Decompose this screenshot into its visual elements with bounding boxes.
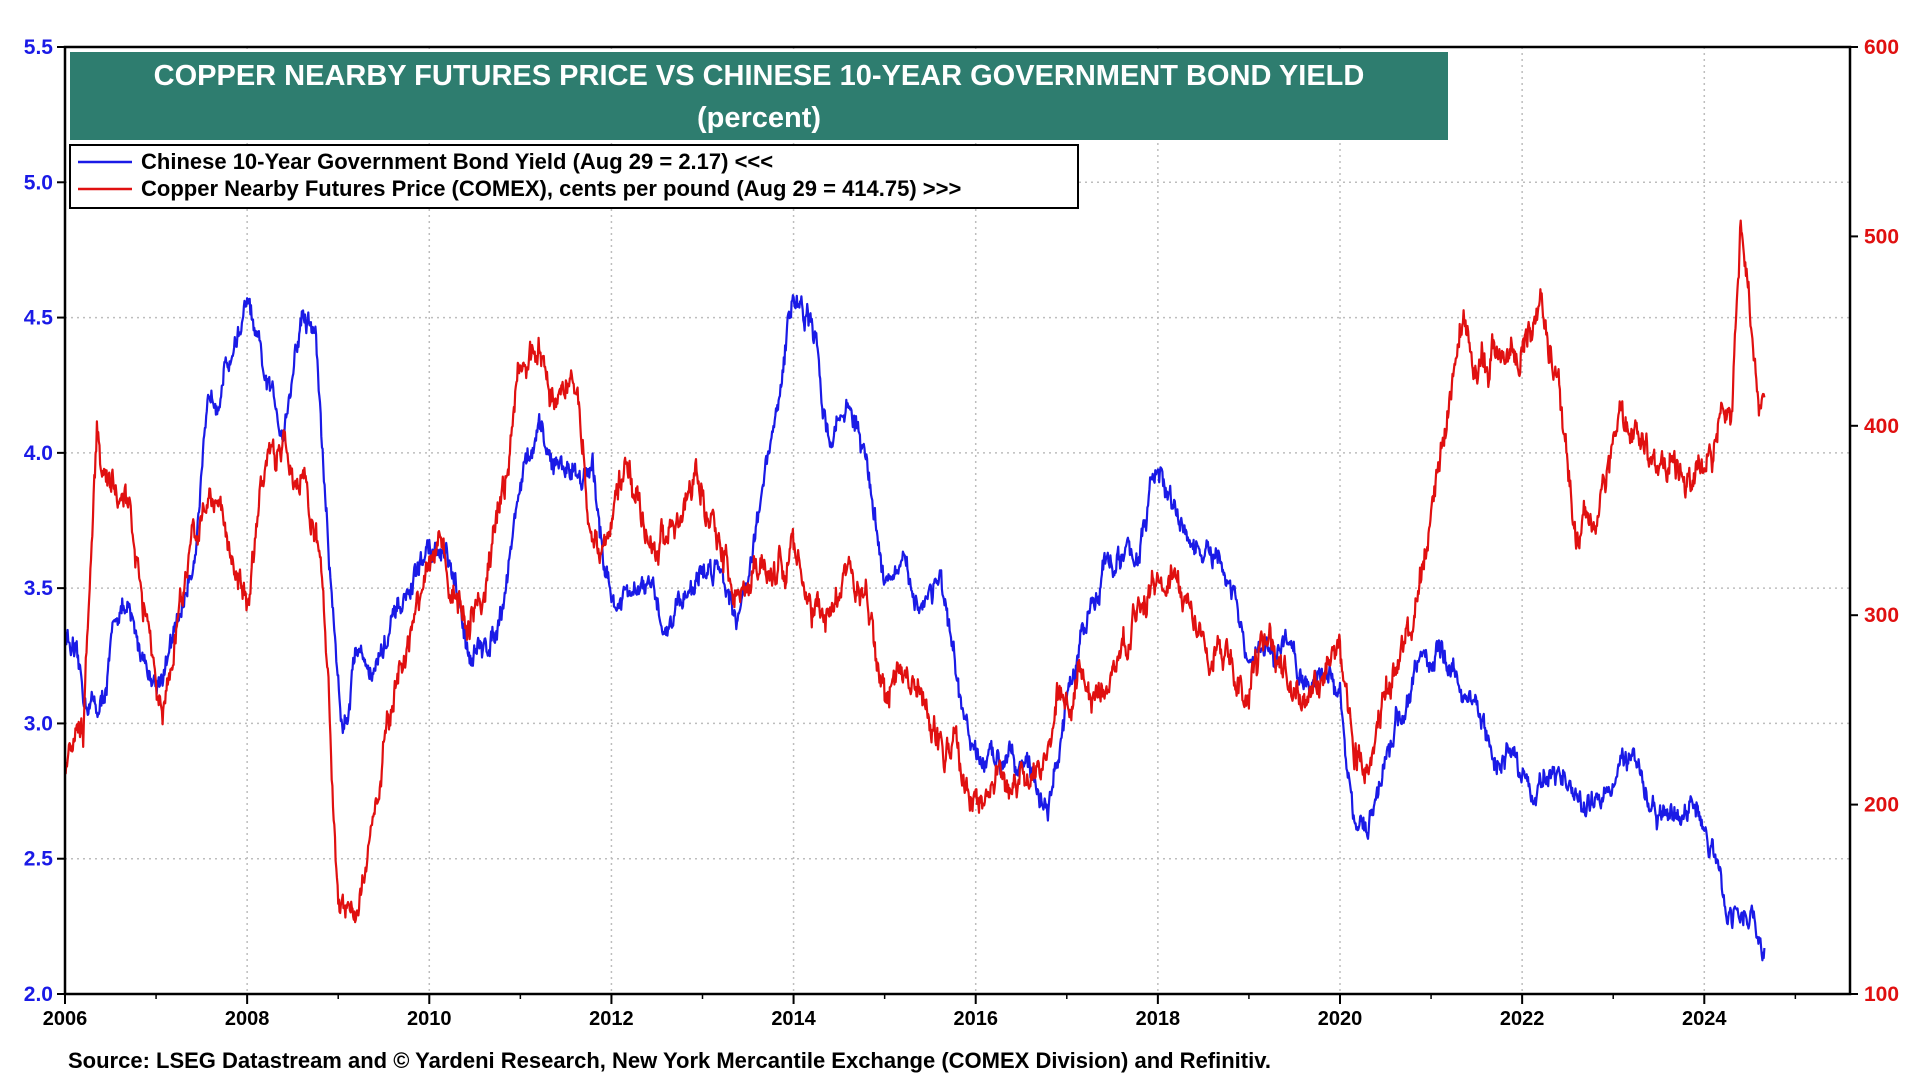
x-tick-label: 2008 [225, 1008, 270, 1030]
y-left-tick-label: 3.5 [24, 577, 54, 600]
x-tick-label: 2024 [1682, 1008, 1727, 1030]
x-tick-label: 2016 [953, 1008, 998, 1030]
legend-box [69, 144, 1079, 209]
source-note: Source: LSEG Datastream and © Yardeni Re… [68, 1048, 1271, 1073]
y-axis-right: 100 200 300 400 500 600 [1850, 36, 1899, 1006]
y-left-tick-label: 4.5 [24, 307, 54, 330]
x-axis: 2006 2008 2010 2012 2014 2016 2018 2020 2022 2024 [43, 994, 1797, 1030]
x-tick-label: 2010 [407, 1008, 452, 1030]
y-left-tick-label: 4.0 [24, 442, 53, 465]
y-right-tick-label: 600 [1864, 36, 1899, 59]
y-left-tick-label: 5.5 [24, 36, 54, 59]
y-left-tick-label: 3.0 [24, 712, 53, 735]
y-axis-left: 2.0 2.5 3.0 3.5 4.0 4.5 5.0 5.5 [24, 36, 65, 1006]
y-left-tick-label: 5.0 [24, 171, 53, 194]
x-tick-label: 2012 [589, 1008, 634, 1030]
y-right-tick-label: 500 [1864, 225, 1899, 248]
y-left-tick-label: 2.5 [24, 848, 54, 871]
legend-label-bond-yield: Chinese 10-Year Government Bond Yield (A… [141, 149, 773, 174]
plot-frame [63, 45, 1852, 996]
x-tick-label: 2006 [43, 1008, 88, 1030]
series-layer [63, 219, 1766, 962]
x-tick-label: 2018 [1136, 1008, 1181, 1030]
title-box [70, 52, 1448, 140]
y-right-tick-label: 400 [1864, 415, 1899, 438]
series-copper-price-line [63, 219, 1766, 924]
y-right-tick-label: 300 [1864, 604, 1899, 627]
chart-subtitle: (percent) [697, 102, 821, 134]
x-tick-label: 2014 [771, 1008, 816, 1030]
x-tick-label: 2020 [1318, 1008, 1363, 1030]
x-tick-label: 2022 [1500, 1008, 1545, 1030]
chart-title: COPPER NEARBY FUTURES PRICE VS CHINESE 1… [154, 60, 1365, 92]
title-banner: COPPER NEARBY FUTURES PRICE VS CHINESE 1… [70, 52, 1448, 140]
y-left-tick-label: 2.0 [24, 983, 53, 1006]
legend: Chinese 10-Year Government Bond Yield (A… [69, 144, 1079, 209]
series-bond-yield-line [63, 294, 1766, 962]
y-right-tick-label: 200 [1864, 794, 1899, 817]
y-right-tick-label: 100 [1864, 983, 1899, 1006]
legend-label-copper: Copper Nearby Futures Price (COMEX), cen… [141, 176, 961, 201]
